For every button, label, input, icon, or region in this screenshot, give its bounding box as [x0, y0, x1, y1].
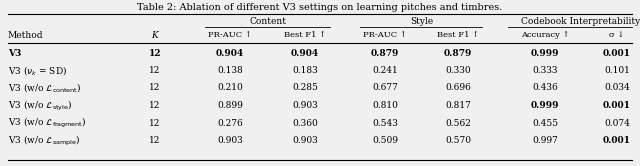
Text: 0.999: 0.999: [531, 101, 559, 110]
Text: Style: Style: [410, 16, 433, 26]
Text: 0.543: 0.543: [372, 119, 398, 127]
Text: 0.101: 0.101: [604, 66, 630, 75]
Text: 0.034: 0.034: [604, 83, 630, 92]
Text: 12: 12: [149, 83, 161, 92]
Text: 0.997: 0.997: [532, 136, 558, 145]
Text: 0.436: 0.436: [532, 83, 558, 92]
Text: 12: 12: [149, 119, 161, 127]
Text: V3: V3: [8, 48, 21, 57]
Text: 12: 12: [149, 101, 161, 110]
Text: 0.333: 0.333: [532, 66, 557, 75]
Text: 12: 12: [149, 136, 161, 145]
Text: 0.074: 0.074: [604, 119, 630, 127]
Text: PR-AUC ↑: PR-AUC ↑: [363, 31, 407, 39]
Text: 0.879: 0.879: [444, 48, 472, 57]
Text: V3 (w/o $\mathcal{L}_{\mathrm{style}}$): V3 (w/o $\mathcal{L}_{\mathrm{style}}$): [8, 98, 72, 113]
Text: V3 ($\nu_k$ = SD): V3 ($\nu_k$ = SD): [8, 64, 67, 77]
Text: 0.455: 0.455: [532, 119, 558, 127]
Text: 0.138: 0.138: [217, 66, 243, 75]
Text: Table 2: Ablation of different V3 settings on learning pitches and timbres.: Table 2: Ablation of different V3 settin…: [138, 3, 502, 12]
Text: 0.285: 0.285: [292, 83, 318, 92]
Text: Best F1 ↑: Best F1 ↑: [437, 31, 479, 39]
Text: 0.903: 0.903: [217, 136, 243, 145]
Text: Best F1 ↑: Best F1 ↑: [284, 31, 326, 39]
Text: V3 (w/o $\mathcal{L}_{\mathrm{fragment}}$): V3 (w/o $\mathcal{L}_{\mathrm{fragment}}…: [8, 116, 86, 130]
Text: V3 (w/o $\mathcal{L}_{\mathrm{sample}}$): V3 (w/o $\mathcal{L}_{\mathrm{sample}}$): [8, 133, 80, 148]
Text: 12: 12: [148, 48, 161, 57]
Text: K: K: [152, 31, 158, 40]
Text: 0.903: 0.903: [292, 101, 318, 110]
Text: 0.330: 0.330: [445, 66, 471, 75]
Text: 0.001: 0.001: [603, 136, 631, 145]
Text: 0.570: 0.570: [445, 136, 471, 145]
Text: 0.001: 0.001: [603, 101, 631, 110]
Text: Content: Content: [249, 16, 286, 26]
Text: 0.677: 0.677: [372, 83, 398, 92]
Text: 0.696: 0.696: [445, 83, 471, 92]
Text: 0.276: 0.276: [217, 119, 243, 127]
Text: 0.183: 0.183: [292, 66, 318, 75]
Text: V3 (w/o $\mathcal{L}_{\mathrm{content}}$): V3 (w/o $\mathcal{L}_{\mathrm{content}}$…: [8, 82, 81, 94]
Text: PR-AUC ↑: PR-AUC ↑: [208, 31, 252, 39]
Text: 0.817: 0.817: [445, 101, 471, 110]
Text: 12: 12: [149, 66, 161, 75]
Text: Codebook Interpretability: Codebook Interpretability: [522, 16, 640, 26]
Text: 0.241: 0.241: [372, 66, 398, 75]
Text: 0.904: 0.904: [291, 48, 319, 57]
Text: Method: Method: [8, 31, 44, 40]
Text: 0.360: 0.360: [292, 119, 318, 127]
Text: 0.899: 0.899: [217, 101, 243, 110]
Text: 0.509: 0.509: [372, 136, 398, 145]
Text: 0.999: 0.999: [531, 48, 559, 57]
Text: 0.903: 0.903: [292, 136, 318, 145]
Text: 0.210: 0.210: [217, 83, 243, 92]
Text: σ ↓: σ ↓: [609, 31, 625, 39]
Text: Accuracy ↑: Accuracy ↑: [521, 31, 569, 39]
Text: 0.562: 0.562: [445, 119, 471, 127]
Text: 0.810: 0.810: [372, 101, 398, 110]
Text: 0.904: 0.904: [216, 48, 244, 57]
Text: 0.879: 0.879: [371, 48, 399, 57]
Text: 0.001: 0.001: [603, 48, 631, 57]
